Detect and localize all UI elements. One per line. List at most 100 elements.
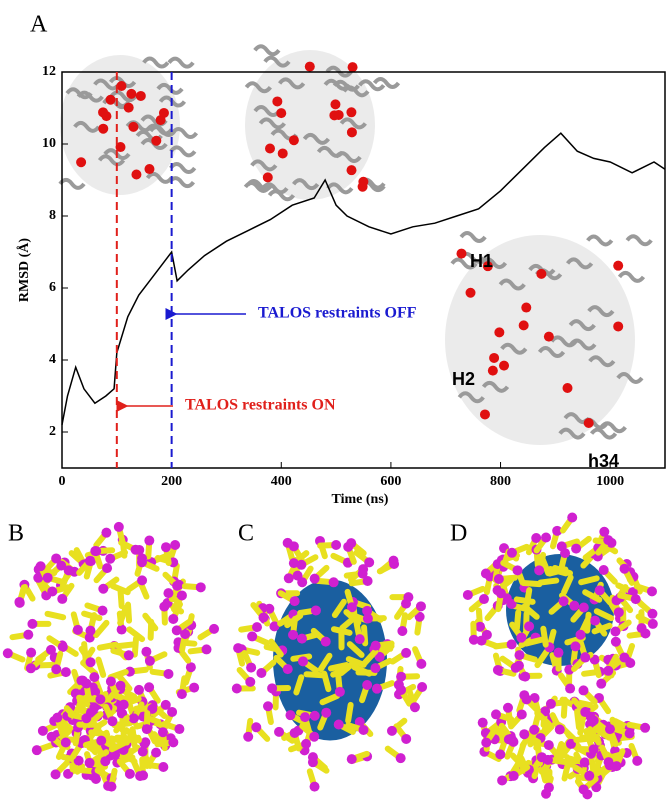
headgroup <box>554 724 565 735</box>
headgroup <box>147 703 158 714</box>
helix <box>156 82 184 95</box>
headgroup <box>478 594 489 605</box>
headgroup <box>160 699 171 710</box>
atom <box>346 165 357 176</box>
y-tick-label: 8 <box>49 208 56 223</box>
atom <box>144 164 155 175</box>
headgroup <box>603 535 614 546</box>
panel-label: B <box>8 521 24 547</box>
atom <box>499 360 510 371</box>
headgroup <box>176 689 187 700</box>
lipid <box>553 741 565 763</box>
headgroup <box>611 761 622 772</box>
headgroup <box>141 646 152 657</box>
headgroup <box>168 737 179 748</box>
atom <box>613 321 624 332</box>
headgroup <box>401 733 412 744</box>
atom <box>543 331 554 342</box>
headgroup <box>516 632 527 643</box>
lipid <box>115 641 138 650</box>
headgroup <box>571 543 582 554</box>
helix <box>588 355 616 368</box>
lipid <box>268 638 284 658</box>
headgroup <box>370 663 381 674</box>
headgroup <box>516 709 527 720</box>
x-tick-label: 1000 <box>596 474 624 489</box>
headgroup <box>497 775 508 786</box>
y-tick-label: 2 <box>49 424 56 439</box>
headgroup <box>333 719 344 730</box>
headgroup <box>116 624 127 635</box>
headgroup <box>141 724 152 735</box>
atom <box>479 409 490 420</box>
headgroup <box>553 647 564 658</box>
headgroup <box>414 611 425 622</box>
headgroup <box>513 660 524 671</box>
lipid <box>96 641 119 651</box>
helix <box>169 162 197 175</box>
helix <box>263 55 291 68</box>
atom <box>487 365 498 376</box>
headgroup <box>274 726 285 737</box>
headgroup <box>45 644 56 655</box>
atom <box>494 327 505 338</box>
atom <box>98 123 109 134</box>
headgroup <box>646 586 657 597</box>
headgroup <box>282 664 293 675</box>
headgroup <box>298 656 309 667</box>
headgroup <box>578 784 589 795</box>
y-tick-label: 6 <box>49 280 56 295</box>
headgroup <box>598 565 609 576</box>
headgroup <box>624 728 635 739</box>
headgroup <box>552 525 563 536</box>
protein-shadow <box>445 235 635 445</box>
headgroup <box>541 532 552 543</box>
atom <box>276 108 287 119</box>
headgroup <box>81 713 92 724</box>
headgroup <box>397 626 408 637</box>
atom <box>131 169 142 180</box>
headgroup <box>328 577 339 588</box>
headgroup <box>72 624 83 635</box>
headgroup <box>189 682 200 693</box>
headgroup <box>288 629 299 640</box>
helix <box>332 79 360 92</box>
panel-label: D <box>450 521 467 547</box>
helix <box>372 77 401 89</box>
helix <box>326 182 354 195</box>
headgroup <box>610 636 621 647</box>
headgroup <box>529 724 540 735</box>
panel-label: A <box>30 12 48 38</box>
headgroup <box>579 757 590 768</box>
lipid <box>592 725 612 741</box>
lipid <box>85 724 102 743</box>
lipid <box>338 659 357 677</box>
protein-shadow <box>60 55 180 195</box>
lipid <box>125 601 133 624</box>
headgroup <box>296 559 307 570</box>
headgroup <box>263 701 274 712</box>
helix <box>500 342 528 355</box>
y-tick-label: 10 <box>42 136 56 151</box>
atom <box>128 121 139 132</box>
headgroup <box>491 709 502 720</box>
headgroup <box>415 601 426 612</box>
headgroup <box>63 565 74 576</box>
headgroup <box>258 612 269 623</box>
lipid <box>117 587 125 610</box>
lipid <box>303 671 326 679</box>
atom <box>329 110 340 121</box>
headgroup <box>14 596 25 607</box>
helix <box>498 278 526 291</box>
headgroup <box>195 582 206 593</box>
atom <box>489 352 500 363</box>
headgroup <box>233 643 244 654</box>
headgroup <box>247 631 258 642</box>
helix <box>258 117 286 130</box>
lipid <box>515 741 527 763</box>
helix <box>339 117 367 130</box>
lipid <box>521 603 540 620</box>
headgroup <box>25 663 36 674</box>
lipid <box>116 673 133 692</box>
